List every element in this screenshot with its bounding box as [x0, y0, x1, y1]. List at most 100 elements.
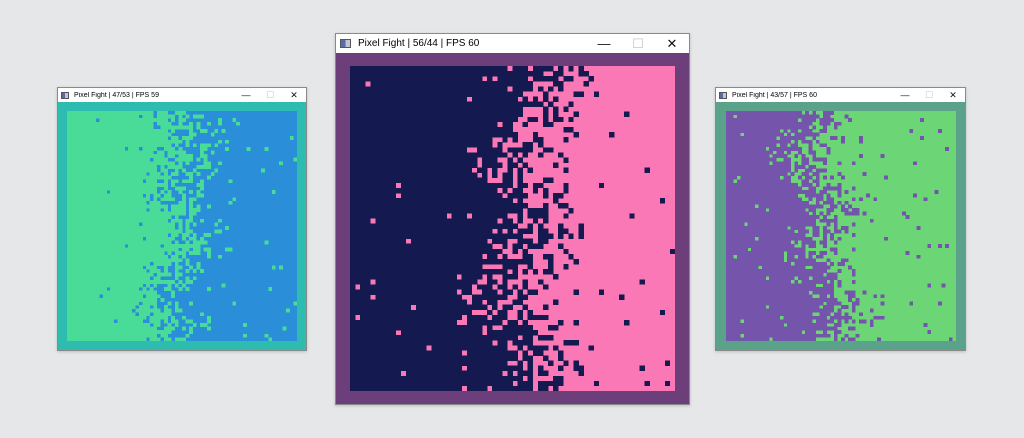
- window-title: Pixel Fight | 47/53 | FPS 59: [74, 91, 159, 99]
- team-left-pixel: [779, 139, 784, 144]
- title-bar[interactable]: Pixel Fight | 47/53 | FPS 59 — ☐ ✕: [58, 88, 306, 102]
- title-bar[interactable]: Pixel Fight | 43/57 | FPS 60 — ☐ ✕: [716, 88, 965, 102]
- team-left-pixel: [117, 247, 122, 252]
- team-left-pixel: [279, 265, 283, 270]
- team-left-pixel: [102, 208, 107, 212]
- team-left-pixel: [527, 116, 534, 123]
- title-bar[interactable]: Pixel Fight | 56/44 | FPS 60 — ☐ ✕: [336, 34, 689, 53]
- minimize-icon[interactable]: —: [241, 90, 251, 100]
- team-left-pixel: [106, 319, 111, 324]
- team-left-pixel: [405, 198, 412, 204]
- team-left-pixel: [385, 243, 391, 250]
- team-left-pixel: [365, 314, 371, 321]
- game-window-center[interactable]: Pixel Fight | 56/44 | FPS 60 — ☐ ✕: [335, 33, 690, 405]
- team-left-pixel: [135, 330, 140, 335]
- team-left-pixel: [751, 157, 756, 162]
- team-left-pixel: [178, 287, 183, 291]
- team-left-pixel: [659, 309, 666, 316]
- app-icon[interactable]: [719, 91, 727, 99]
- team-left-pixel: [360, 279, 366, 285]
- team-left-pixel: [67, 312, 71, 317]
- team-left-pixel: [426, 213, 432, 219]
- team-left-pixel: [537, 137, 544, 143]
- game-canvas[interactable]: [336, 53, 689, 404]
- team-left-pixel: [81, 114, 86, 119]
- team-left-pixel: [390, 299, 397, 305]
- team-left-pixel: [95, 297, 100, 302]
- team-left-pixel: [776, 186, 781, 191]
- team-left-pixel: [512, 66, 518, 72]
- team-left-pixel: [95, 218, 100, 223]
- team-left-pixel: [527, 345, 534, 351]
- team-left-pixel: [81, 287, 86, 291]
- team-left-pixel: [492, 192, 498, 199]
- team-left-pixel: [92, 128, 97, 133]
- team-left-pixel: [405, 192, 412, 199]
- team-left-pixel: [135, 251, 140, 256]
- team-left-pixel: [390, 314, 397, 321]
- team-left-pixel: [120, 233, 125, 238]
- team-left-pixel: [421, 319, 427, 326]
- team-left-pixel: [390, 385, 397, 391]
- team-left-pixel: [365, 203, 371, 209]
- minimize-icon[interactable]: —: [900, 90, 910, 100]
- team-left-pixel: [120, 175, 125, 180]
- team-left-pixel: [441, 213, 447, 219]
- team-left-pixel: [385, 187, 391, 194]
- team-left-pixel: [171, 254, 176, 259]
- team-left-pixel: [441, 177, 447, 184]
- team-left-pixel: [441, 330, 447, 336]
- team-left-pixel: [99, 305, 104, 309]
- team-left-pixel: [410, 218, 417, 224]
- team-left-pixel: [532, 208, 539, 214]
- team-left-pixel: [573, 132, 579, 138]
- team-left-pixel: [497, 152, 503, 158]
- team-left-pixel: [395, 106, 402, 113]
- team-left-pixel: [174, 143, 179, 148]
- team-left-pixel: [92, 200, 97, 205]
- minimize-icon[interactable]: —: [597, 36, 611, 51]
- team-left-pixel: [512, 233, 518, 239]
- team-left-pixel: [726, 154, 730, 159]
- team-left-pixel: [117, 258, 122, 263]
- close-icon[interactable]: ✕: [290, 89, 298, 100]
- app-icon[interactable]: [340, 39, 351, 48]
- team-left-pixel: [189, 301, 194, 306]
- team-left-pixel: [74, 136, 79, 141]
- team-left-pixel: [192, 132, 197, 137]
- team-left-pixel: [138, 254, 143, 259]
- team-left-pixel: [380, 309, 386, 316]
- team-left-pixel: [182, 236, 186, 241]
- close-icon[interactable]: ✕: [949, 89, 957, 100]
- team-left-pixel: [70, 161, 75, 166]
- team-left-pixel: [456, 66, 463, 72]
- team-left-pixel: [146, 182, 150, 187]
- team-left-pixel: [160, 222, 165, 227]
- team-left-pixel: [558, 86, 564, 92]
- team-left-pixel: [95, 190, 100, 194]
- game-canvas[interactable]: [716, 102, 965, 350]
- team-left-pixel: [120, 261, 125, 266]
- team-left-pixel: [146, 265, 150, 270]
- team-left-pixel: [747, 190, 752, 194]
- team-left-pixel: [74, 323, 79, 327]
- game-window-right[interactable]: Pixel Fight | 43/57 | FPS 60 — ☐ ✕: [715, 87, 966, 351]
- team-left-pixel: [370, 345, 376, 351]
- team-left-pixel: [769, 190, 774, 194]
- team-left-pixel: [436, 71, 442, 77]
- team-left-pixel: [99, 128, 104, 133]
- game-window-left[interactable]: Pixel Fight | 47/53 | FPS 59 — ☐ ✕: [57, 87, 307, 351]
- team-left-pixel: [375, 208, 381, 214]
- team-left-pixel: [410, 228, 417, 234]
- app-icon[interactable]: [61, 91, 69, 99]
- team-left-pixel: [160, 315, 165, 320]
- game-canvas[interactable]: [58, 102, 306, 350]
- team-left-pixel: [507, 274, 513, 280]
- team-left-pixel: [113, 240, 118, 245]
- team-left-pixel: [355, 380, 361, 387]
- team-left-pixel: [146, 150, 150, 155]
- close-icon[interactable]: ✕: [666, 35, 678, 51]
- team-left-pixel: [380, 81, 386, 87]
- team-left-pixel: [375, 274, 381, 280]
- team-left-pixel: [461, 269, 468, 275]
